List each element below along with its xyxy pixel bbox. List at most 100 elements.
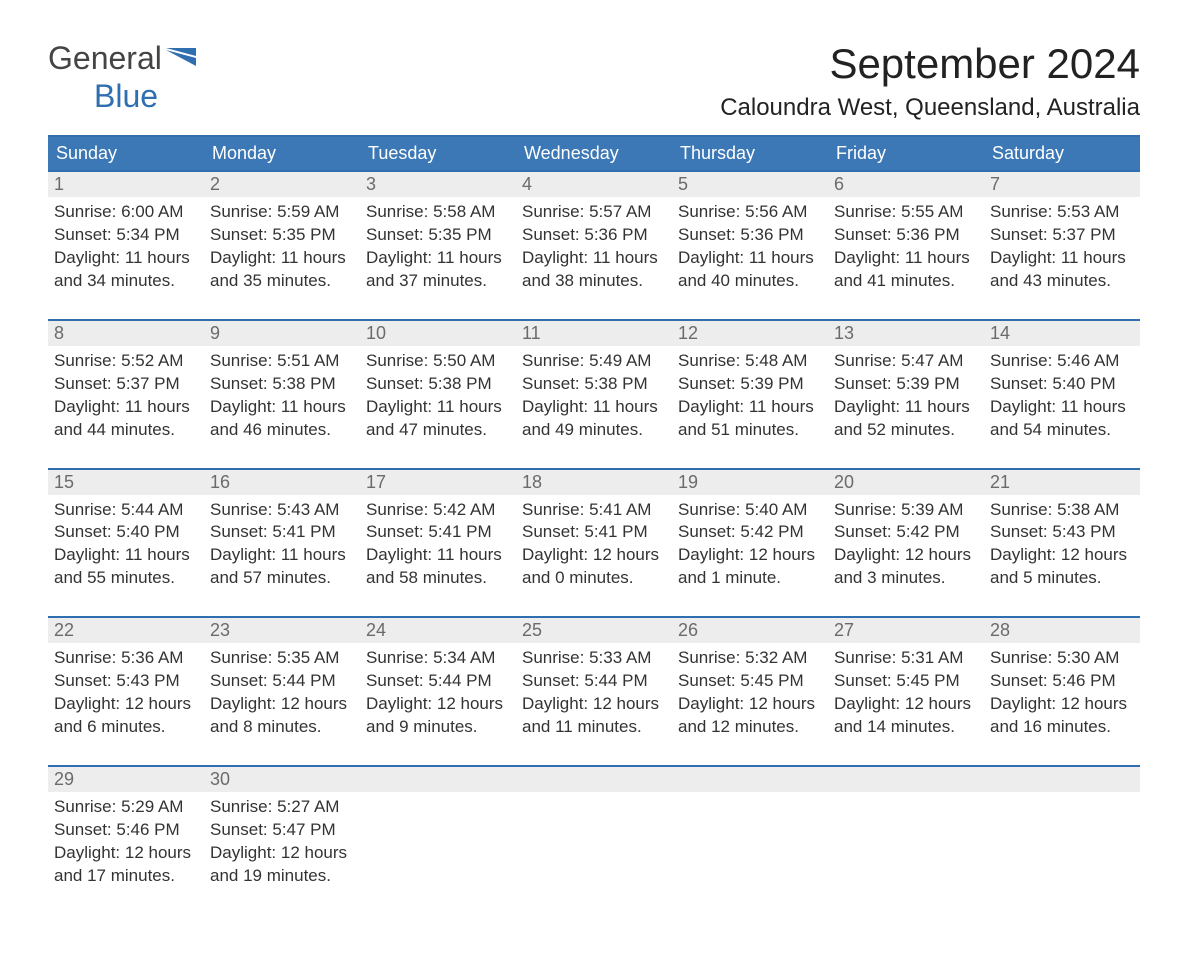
day-line-ss: Sunset: 5:36 PM <box>834 224 978 247</box>
calendar-grid: SundayMondayTuesdayWednesdayThursdayFrid… <box>48 135 1140 914</box>
day-body: Sunrise: 5:53 AMSunset: 5:37 PMDaylight:… <box>984 197 1140 293</box>
day-line-d2: and 47 minutes. <box>366 419 510 442</box>
day-line-d1: Daylight: 11 hours <box>54 396 198 419</box>
day-number: 21 <box>984 470 1140 495</box>
day-line-d2: and 12 minutes. <box>678 716 822 739</box>
day-line-d2: and 19 minutes. <box>210 865 354 888</box>
day-line-d2: and 14 minutes. <box>834 716 978 739</box>
calendar-cell: 1Sunrise: 6:00 AMSunset: 5:34 PMDaylight… <box>48 170 204 319</box>
day-line-sr: Sunrise: 5:42 AM <box>366 499 510 522</box>
day-header: Friday <box>828 137 984 170</box>
day-number: 3 <box>360 172 516 197</box>
day-number-empty <box>672 767 828 792</box>
day-body: Sunrise: 5:30 AMSunset: 5:46 PMDaylight:… <box>984 643 1140 739</box>
calendar-cell: 24Sunrise: 5:34 AMSunset: 5:44 PMDayligh… <box>360 616 516 765</box>
day-number: 6 <box>828 172 984 197</box>
day-line-d2: and 6 minutes. <box>54 716 198 739</box>
day-number: 22 <box>48 618 204 643</box>
day-line-ss: Sunset: 5:38 PM <box>366 373 510 396</box>
day-number: 19 <box>672 470 828 495</box>
day-line-d2: and 16 minutes. <box>990 716 1134 739</box>
page-title: September 2024 <box>720 40 1140 88</box>
day-body: Sunrise: 5:41 AMSunset: 5:41 PMDaylight:… <box>516 495 672 591</box>
day-header: Thursday <box>672 137 828 170</box>
day-line-sr: Sunrise: 5:49 AM <box>522 350 666 373</box>
day-body: Sunrise: 5:36 AMSunset: 5:43 PMDaylight:… <box>48 643 204 739</box>
day-line-d1: Daylight: 11 hours <box>210 396 354 419</box>
day-line-sr: Sunrise: 5:29 AM <box>54 796 198 819</box>
day-line-sr: Sunrise: 5:43 AM <box>210 499 354 522</box>
day-body: Sunrise: 5:39 AMSunset: 5:42 PMDaylight:… <box>828 495 984 591</box>
day-line-d2: and 17 minutes. <box>54 865 198 888</box>
location-subtitle: Caloundra West, Queensland, Australia <box>720 94 1140 122</box>
calendar-cell-empty <box>516 765 672 914</box>
day-body: Sunrise: 5:57 AMSunset: 5:36 PMDaylight:… <box>516 197 672 293</box>
day-line-d2: and 1 minute. <box>678 567 822 590</box>
day-number: 26 <box>672 618 828 643</box>
day-body: Sunrise: 5:59 AMSunset: 5:35 PMDaylight:… <box>204 197 360 293</box>
day-line-d2: and 40 minutes. <box>678 270 822 293</box>
day-body: Sunrise: 5:40 AMSunset: 5:42 PMDaylight:… <box>672 495 828 591</box>
calendar-cell: 8Sunrise: 5:52 AMSunset: 5:37 PMDaylight… <box>48 319 204 468</box>
day-body: Sunrise: 5:29 AMSunset: 5:46 PMDaylight:… <box>48 792 204 888</box>
calendar-cell: 28Sunrise: 5:30 AMSunset: 5:46 PMDayligh… <box>984 616 1140 765</box>
day-line-ss: Sunset: 5:36 PM <box>522 224 666 247</box>
calendar-cell-empty <box>828 765 984 914</box>
calendar-cell: 17Sunrise: 5:42 AMSunset: 5:41 PMDayligh… <box>360 468 516 617</box>
day-line-sr: Sunrise: 5:53 AM <box>990 201 1134 224</box>
calendar-cell-empty <box>672 765 828 914</box>
day-line-d1: Daylight: 11 hours <box>54 544 198 567</box>
day-number-empty <box>828 767 984 792</box>
day-line-d1: Daylight: 11 hours <box>990 396 1134 419</box>
day-number: 5 <box>672 172 828 197</box>
calendar-cell: 20Sunrise: 5:39 AMSunset: 5:42 PMDayligh… <box>828 468 984 617</box>
day-line-d1: Daylight: 11 hours <box>366 544 510 567</box>
day-line-sr: Sunrise: 5:39 AM <box>834 499 978 522</box>
day-line-d1: Daylight: 12 hours <box>54 693 198 716</box>
day-line-d1: Daylight: 11 hours <box>366 247 510 270</box>
day-line-d1: Daylight: 12 hours <box>834 693 978 716</box>
day-number: 13 <box>828 321 984 346</box>
day-line-sr: Sunrise: 5:57 AM <box>522 201 666 224</box>
day-line-d2: and 35 minutes. <box>210 270 354 293</box>
day-number: 27 <box>828 618 984 643</box>
day-line-ss: Sunset: 5:44 PM <box>366 670 510 693</box>
calendar-cell: 23Sunrise: 5:35 AMSunset: 5:44 PMDayligh… <box>204 616 360 765</box>
day-line-ss: Sunset: 5:37 PM <box>990 224 1134 247</box>
flag-icon <box>166 41 196 78</box>
day-line-ss: Sunset: 5:44 PM <box>522 670 666 693</box>
calendar-cell-empty <box>984 765 1140 914</box>
brand-part1: General <box>48 40 162 77</box>
day-line-sr: Sunrise: 5:27 AM <box>210 796 354 819</box>
day-line-d2: and 5 minutes. <box>990 567 1134 590</box>
day-line-d1: Daylight: 11 hours <box>210 247 354 270</box>
day-line-d2: and 34 minutes. <box>54 270 198 293</box>
day-line-d1: Daylight: 12 hours <box>834 544 978 567</box>
calendar-cell: 18Sunrise: 5:41 AMSunset: 5:41 PMDayligh… <box>516 468 672 617</box>
day-line-ss: Sunset: 5:38 PM <box>522 373 666 396</box>
calendar-cell: 22Sunrise: 5:36 AMSunset: 5:43 PMDayligh… <box>48 616 204 765</box>
day-number: 20 <box>828 470 984 495</box>
calendar-cell: 9Sunrise: 5:51 AMSunset: 5:38 PMDaylight… <box>204 319 360 468</box>
day-line-d2: and 54 minutes. <box>990 419 1134 442</box>
day-line-ss: Sunset: 5:44 PM <box>210 670 354 693</box>
day-number: 11 <box>516 321 672 346</box>
day-line-d2: and 49 minutes. <box>522 419 666 442</box>
day-number: 8 <box>48 321 204 346</box>
day-body: Sunrise: 5:51 AMSunset: 5:38 PMDaylight:… <box>204 346 360 442</box>
day-header: Sunday <box>48 137 204 170</box>
day-number: 4 <box>516 172 672 197</box>
day-line-d1: Daylight: 12 hours <box>366 693 510 716</box>
day-body: Sunrise: 5:27 AMSunset: 5:47 PMDaylight:… <box>204 792 360 888</box>
day-line-d1: Daylight: 12 hours <box>210 842 354 865</box>
calendar-cell: 26Sunrise: 5:32 AMSunset: 5:45 PMDayligh… <box>672 616 828 765</box>
day-line-sr: Sunrise: 5:33 AM <box>522 647 666 670</box>
day-line-ss: Sunset: 5:39 PM <box>678 373 822 396</box>
calendar-cell: 29Sunrise: 5:29 AMSunset: 5:46 PMDayligh… <box>48 765 204 914</box>
day-line-d2: and 38 minutes. <box>522 270 666 293</box>
day-line-sr: Sunrise: 5:41 AM <box>522 499 666 522</box>
day-line-ss: Sunset: 5:40 PM <box>54 521 198 544</box>
day-number: 17 <box>360 470 516 495</box>
day-line-d1: Daylight: 12 hours <box>522 544 666 567</box>
day-line-d1: Daylight: 12 hours <box>522 693 666 716</box>
